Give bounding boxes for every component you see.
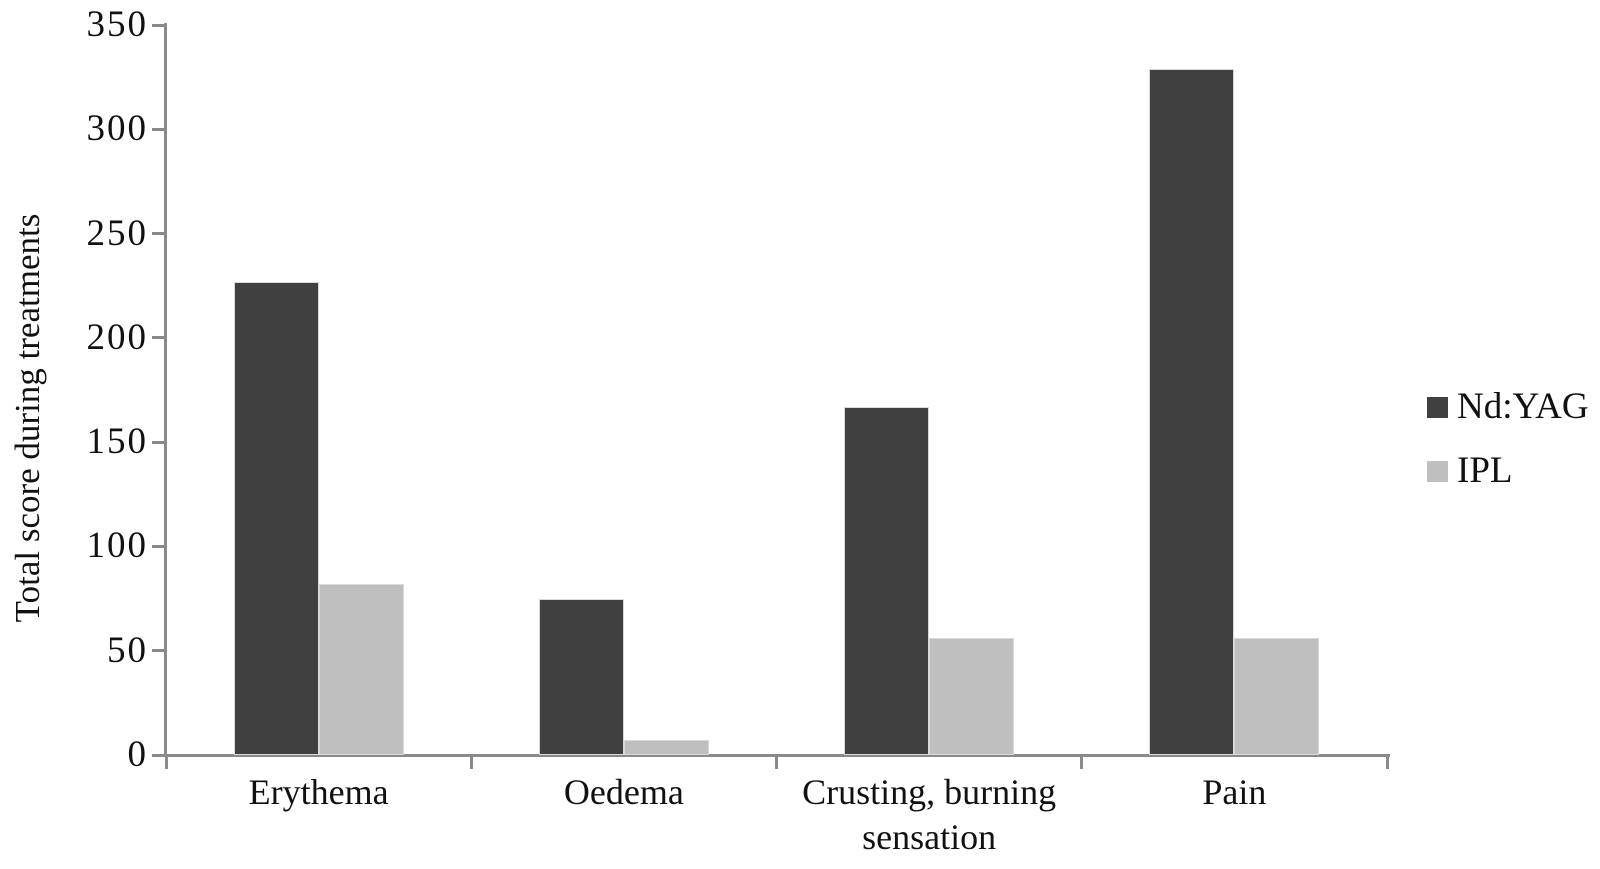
x-tick-mark (1080, 755, 1084, 769)
x-tick-mark (775, 755, 778, 769)
legend: Nd:YAG IPL (1427, 387, 1589, 515)
y-tick-mark (152, 544, 166, 548)
bar-ndyag-crusting-burning-sensation (844, 406, 930, 755)
y-tick-mark (152, 649, 166, 653)
x-tick-mark (164, 755, 168, 769)
x-category-label: Oedema (563, 772, 684, 812)
y-tick-label: 50 (107, 629, 148, 671)
y-tick-label: 0 (127, 734, 148, 775)
bar-ipl-crusting-burning-sensation (929, 638, 1015, 755)
y-tick-label: 150 (86, 421, 148, 463)
legend-label-ipl: IPL (1457, 450, 1513, 491)
y-tick-label: 100 (86, 525, 148, 567)
bar-ndyag-erythema (233, 281, 319, 755)
y-tick-mark (152, 440, 166, 444)
bar-ipl-erythema (318, 583, 404, 755)
y-tick-label: 300 (86, 108, 148, 150)
x-tick-mark (469, 755, 473, 769)
x-category-label: Pain (1202, 772, 1267, 812)
y-tick-label: 250 (86, 212, 148, 254)
y-tick-mark (152, 23, 166, 27)
bar-ipl-pain (1234, 638, 1320, 755)
ipl-swatch-icon (1427, 460, 1448, 482)
y-tick-label: 350 (86, 4, 148, 45)
legend-item-ndyag: Nd:YAG (1427, 387, 1589, 427)
y-tick-mark (152, 127, 166, 131)
y-tick-label: 200 (86, 316, 148, 358)
legend-item-ipl: IPL (1427, 451, 1589, 491)
ndyag-swatch-icon (1427, 396, 1448, 418)
bar-ipl-oedema (623, 740, 709, 755)
y-tick-mark (152, 753, 166, 757)
bar-ndyag-oedema (538, 598, 624, 755)
x-category-label: Crusting, burning sensation (802, 772, 1057, 857)
y-tick-mark (152, 336, 166, 340)
y-axis-line (164, 23, 167, 757)
x-tick-mark (1385, 755, 1389, 769)
y-tick-mark (152, 232, 166, 236)
legend-label-ndyag: Nd:YAG (1457, 386, 1589, 427)
bar-ndyag-pain (1149, 68, 1235, 755)
x-category-label: Erythema (248, 772, 389, 812)
